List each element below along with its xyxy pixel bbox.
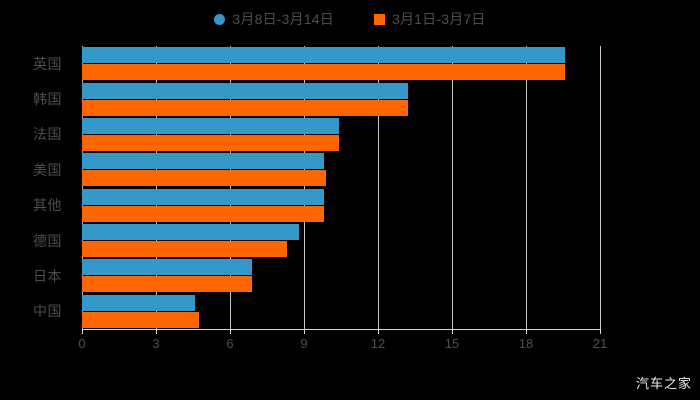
y-axis-label: 韩国 [33,91,62,108]
bar-0[interactable] [82,117,339,134]
x-tick-mark [304,329,305,334]
gridline [304,46,305,329]
bar-group [82,152,600,187]
legend-item-series-1[interactable]: 3月1日-3月7日 [373,9,486,29]
x-tick-label: 6 [226,336,234,351]
watermark: 汽车之家 [635,376,692,391]
gridline [156,46,157,329]
legend-swatch-circle-icon [214,13,226,25]
x-axis-line [82,329,600,330]
x-tick-mark [452,329,453,334]
bar-group [82,46,600,81]
legend-label-series-0: 3月8日-3月14日 [232,11,334,27]
legend-swatch-square-icon [373,13,385,25]
bar-0[interactable] [82,47,566,64]
bar-rows [82,46,600,329]
x-tick-label: 15 [444,336,460,351]
x-tick-label: 18 [518,336,534,351]
bar-group [82,117,600,152]
bar-1[interactable] [82,311,200,328]
x-tick-label: 21 [592,336,608,351]
y-axis-label: 英国 [33,55,62,72]
bar-1[interactable] [82,99,408,116]
x-tick-mark [230,329,231,334]
x-tick-label: 3 [152,336,160,351]
x-tick-mark [82,329,83,334]
x-axis-ticks: 0 3 6 9 12 15 18 21 [78,329,607,353]
y-axis-label: 中国 [33,303,62,320]
bar-group [82,294,600,329]
gridline [378,46,379,329]
y-axis-label: 德国 [33,232,62,249]
bar-group [82,223,600,258]
bar-group [82,258,600,293]
x-tick-mark [378,329,379,334]
bar-1[interactable] [82,64,566,81]
x-tick-mark [600,329,601,334]
x-tick-label: 12 [370,336,386,351]
plot-area [82,46,601,329]
bar-1[interactable] [82,241,287,258]
gridline [526,46,527,329]
y-axis-label: 日本 [33,267,62,284]
x-tick-label: 9 [300,336,308,351]
bar-0[interactable] [82,82,408,99]
y-axis-category-labels: 英国韩国法国美国其他德国日本中国 [0,46,72,329]
legend-item-series-0[interactable]: 3月8日-3月14日 [214,9,334,29]
gridline [452,46,453,329]
bar-1[interactable] [82,134,339,151]
bar-0[interactable] [82,294,196,311]
bar-group [82,188,600,223]
bar-1[interactable] [82,170,327,187]
x-tick-label: 0 [78,336,86,351]
bar-0[interactable] [82,224,300,241]
y-axis-label: 美国 [33,161,62,178]
chart-legend: 3月8日-3月14日 3月1日-3月7日 [0,6,700,32]
y-axis-label: 法国 [33,126,62,143]
x-tick-mark [526,329,527,334]
bar-1[interactable] [82,276,253,293]
gridline [82,46,83,329]
bar-1[interactable] [82,205,324,222]
legend-label-series-1: 3月1日-3月7日 [391,11,486,27]
y-axis-label: 其他 [33,197,62,214]
bar-0[interactable] [82,153,324,170]
gridline [600,46,601,329]
bar-0[interactable] [82,259,253,276]
bar-group [82,81,600,116]
x-tick-mark [156,329,157,334]
gridline [230,46,231,329]
bar-0[interactable] [82,188,324,205]
